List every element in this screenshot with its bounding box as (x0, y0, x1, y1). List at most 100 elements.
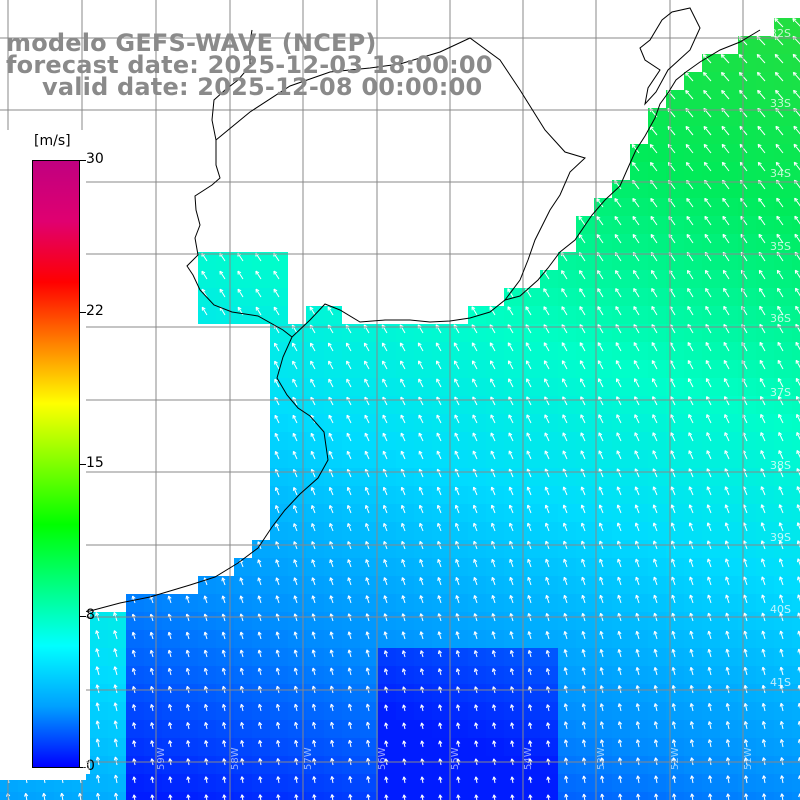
wind-arrow (292, 378, 298, 388)
wind-arrow (168, 704, 172, 712)
wind-arrow-head (311, 631, 314, 636)
wind-arrow (420, 704, 424, 712)
wind-arrow (330, 722, 334, 730)
wind-arrow-head (365, 703, 368, 708)
wind-arrow (508, 432, 514, 442)
wind-arrow-head (240, 776, 243, 781)
wind-arrow-head (689, 685, 692, 689)
wind-arrow (508, 360, 514, 370)
wind-arrow-head (348, 758, 351, 762)
wind-arrow-head (276, 740, 279, 744)
wind-arrow (382, 378, 388, 388)
wind-arrow (652, 432, 658, 442)
wind-arrow (294, 722, 298, 730)
wind-arrow (685, 90, 694, 100)
wind-arrow-head (653, 667, 656, 671)
wind-arrow-head (492, 722, 495, 727)
wind-arrow (614, 198, 622, 208)
wind-arrow (292, 396, 298, 406)
wind-arrow-head (774, 18, 777, 22)
lon-label: 61W (8, 747, 19, 770)
wind-arrow (794, 269, 800, 279)
field-cell (18, 792, 36, 800)
wind-arrow (545, 522, 550, 532)
wind-arrow (490, 432, 496, 442)
wind-arrow-head (546, 794, 549, 799)
wind-arrow (704, 234, 712, 244)
wind-arrow (673, 757, 676, 766)
wind-arrow (774, 54, 784, 64)
wind-arrow-head (455, 559, 457, 563)
wind-arrow-head (636, 793, 639, 798)
wind-arrow-head (276, 776, 279, 780)
wind-arrow-head (617, 667, 620, 671)
wind-arrow (473, 577, 478, 586)
wind-arrow (723, 324, 730, 334)
wind-arrow (615, 270, 622, 280)
wind-arrow-head (239, 704, 242, 708)
wind-arrow-head (545, 650, 548, 654)
wind-arrow (381, 324, 388, 334)
wind-arrow (201, 288, 208, 298)
wind-arrow (744, 721, 748, 730)
wind-arrow (365, 577, 370, 586)
wind-arrow (685, 72, 694, 82)
wind-arrow-head (258, 740, 261, 744)
wind-arrow-head (797, 703, 800, 707)
lon-label: 60W (82, 747, 93, 770)
wind-arrow-head (132, 740, 135, 745)
wind-arrow (667, 126, 676, 136)
wind-arrow (723, 360, 730, 370)
wind-arrow (493, 722, 496, 730)
wind-arrow (777, 378, 784, 388)
wind-arrow (489, 324, 496, 334)
wind-arrow (795, 305, 800, 315)
wind-arrow-head (455, 668, 458, 673)
wind-arrow (492, 650, 496, 658)
wind-arrow-head (707, 576, 709, 581)
wind-arrow-head (78, 793, 81, 797)
wind-arrow (780, 685, 784, 694)
wind-arrow (528, 704, 532, 712)
wind-arrow (743, 504, 748, 514)
wind-arrow-head (654, 793, 657, 798)
wind-arrow-head (778, 558, 781, 563)
wind-arrow (474, 668, 478, 676)
wind-arrow (345, 324, 352, 334)
wind-arrow-head (761, 739, 764, 743)
wind-arrow (634, 432, 640, 442)
wind-arrow-head (618, 757, 621, 762)
wind-arrow (457, 722, 460, 730)
wind-arrow (526, 468, 532, 478)
wind-arrow (329, 487, 334, 496)
wind-arrow (457, 776, 460, 784)
wind-arrow (274, 378, 280, 388)
wind-arrow-head (564, 757, 567, 762)
wind-arrow-head (793, 162, 796, 166)
wind-arrow (400, 414, 406, 424)
wind-arrow (582, 667, 586, 676)
wind-arrow (205, 776, 208, 784)
wind-arrow (348, 685, 352, 694)
lat-label: 34S (770, 167, 791, 180)
wind-arrow-head (725, 649, 728, 653)
wind-arrow (600, 667, 604, 676)
wind-arrow (725, 504, 730, 514)
wind-arrow (619, 775, 622, 784)
wind-arrow (529, 722, 532, 730)
wind-arrow-head (617, 631, 620, 635)
wind-arrow (776, 233, 784, 244)
wind-arrow-head (509, 650, 512, 654)
wind-arrow-head (617, 685, 620, 690)
wind-arrow (292, 415, 298, 424)
wind-arrow (472, 378, 478, 388)
wind-arrow-head (240, 758, 243, 762)
wind-arrow (614, 216, 622, 226)
wind-arrow (652, 396, 658, 406)
wind-arrow (133, 776, 136, 784)
wind-arrow (114, 720, 118, 730)
field-cell (792, 126, 800, 144)
wind-arrow (757, 144, 766, 154)
wind-arrow (723, 378, 730, 388)
wind-arrow-head (492, 704, 494, 709)
